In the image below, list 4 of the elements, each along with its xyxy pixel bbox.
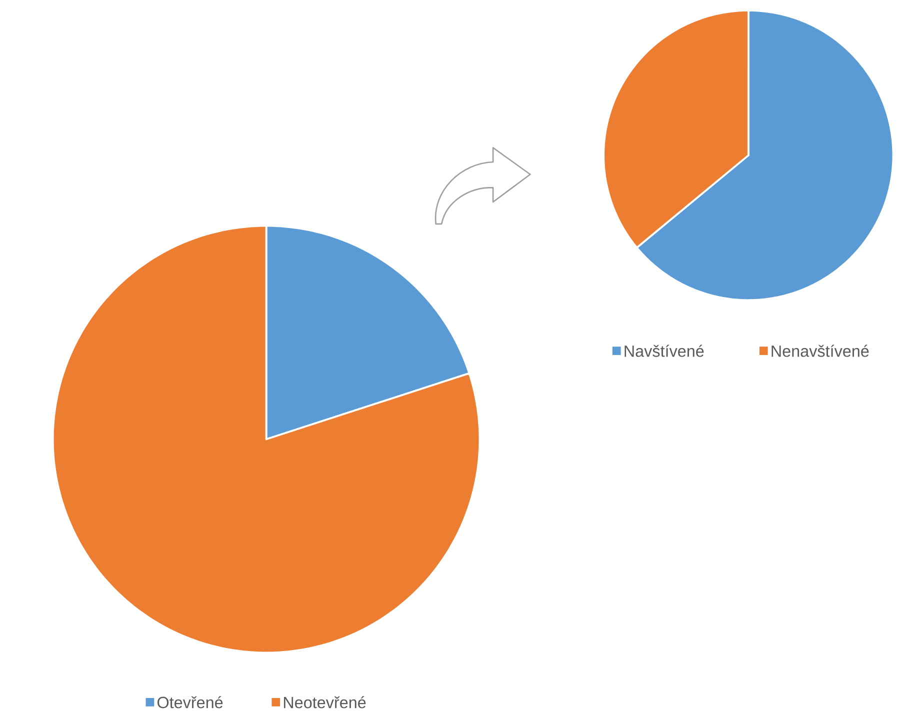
legend-label: Navštívené xyxy=(624,344,704,357)
legend-label: Otevřené xyxy=(158,696,223,708)
legend-label: Neotevřené xyxy=(284,696,366,708)
legend-label: Nenavštívené xyxy=(772,344,869,357)
